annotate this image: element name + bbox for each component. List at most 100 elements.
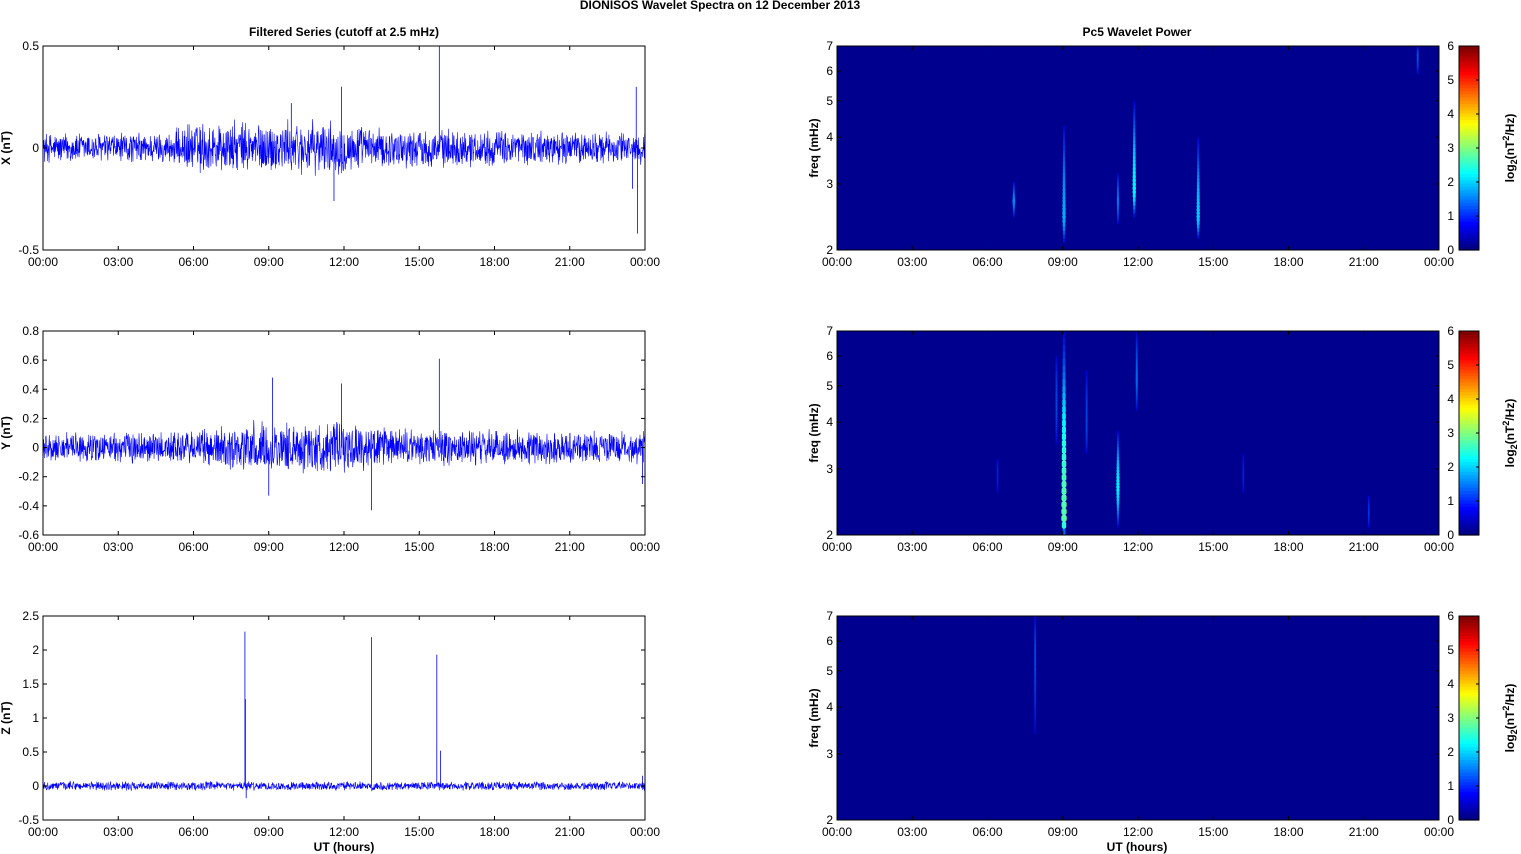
wavelet-xtick-label: 00:00 <box>822 255 852 269</box>
wavelet-power-cell <box>1116 186 1119 190</box>
colorbar-segment <box>1459 663 1479 668</box>
series-xtick-label: 00:00 <box>630 825 660 839</box>
colorbar-segment <box>1459 503 1479 507</box>
wavelet-power-cell <box>1196 180 1200 185</box>
wavelet-power-cell <box>1116 220 1119 223</box>
wavelet-power-cell <box>1196 197 1200 202</box>
wavelet-power-cell <box>1135 375 1138 380</box>
series-ytick-label: 0.5 <box>22 745 39 759</box>
colorbar-label-part: 2 <box>1509 159 1519 164</box>
colorbar-segment <box>1459 369 1479 374</box>
colorbar-segment <box>1459 445 1479 450</box>
wavelet-power-cell <box>1196 191 1200 196</box>
wavelet-power-cell <box>1062 419 1066 427</box>
wavelet-power-cell <box>1034 631 1037 637</box>
colorbar-segment <box>1459 628 1479 633</box>
colorbar-segment <box>1459 170 1479 175</box>
wavelet-power-cell <box>1135 357 1138 361</box>
wavelet-power-cell <box>1242 454 1245 457</box>
colorbar-segment <box>1459 68 1479 73</box>
colorbar-segment <box>1459 122 1479 127</box>
wavelet-power-cell <box>1242 485 1245 488</box>
wavelet-power-cell <box>1242 467 1245 470</box>
colorbar-label-part: /Hz) <box>1503 684 1517 706</box>
series-xtick-label: 15:00 <box>404 825 434 839</box>
colorbar-segment <box>1459 340 1479 345</box>
colorbar-segment <box>1459 644 1479 649</box>
wavelet-power-cell <box>1062 191 1066 196</box>
wavelet-ylabel: freq (mHz) <box>807 403 821 462</box>
wavelet-power-cell <box>1062 187 1066 193</box>
colorbar-segment <box>1459 246 1479 251</box>
colorbar-segment <box>1459 474 1479 479</box>
wavelet-power-cell <box>1062 226 1066 231</box>
wavelet-xtick-label: 15:00 <box>1198 255 1228 269</box>
colorbar-segment <box>1459 179 1479 184</box>
wavelet-power-cell <box>1196 201 1200 206</box>
colorbar-segment <box>1459 199 1479 203</box>
wavelet-power-cell <box>1133 135 1136 141</box>
colorbar-tick-label: 1 <box>1447 494 1454 508</box>
wavelet-power-cell <box>1116 494 1120 499</box>
colorbar-segment <box>1459 484 1479 488</box>
wavelet-power-cell <box>1062 358 1066 366</box>
wavelet-power-cell <box>1135 407 1138 411</box>
wavelet-xtick-label: 18:00 <box>1273 825 1303 839</box>
wavelet-power-cell <box>1062 365 1066 373</box>
wavelet-power-cell <box>1062 222 1066 228</box>
colorbar-segment <box>1459 375 1479 380</box>
wavelet-power-cell <box>1061 521 1067 529</box>
wavelet-power-cell <box>1062 371 1066 380</box>
wavelet-power-cell <box>1132 158 1136 164</box>
wavelet-ytick-label: 6 <box>826 64 833 78</box>
series-xtick-label: 03:00 <box>103 540 133 554</box>
colorbar-segment <box>1459 622 1479 627</box>
wavelet-power-cell <box>1116 491 1120 496</box>
wavelet-power-cell <box>1135 352 1138 356</box>
colorbar-segment <box>1459 740 1479 745</box>
wavelet-power-cell <box>1116 481 1120 486</box>
series-panel-y: -0.6 -0.4 -0.2 0 0.2 0.4 0.6 0.8 00:00 03:00 06:00… <box>0 324 660 554</box>
series-xtick-label: 15:00 <box>404 540 434 554</box>
series-xtick-label: 03:00 <box>103 825 133 839</box>
colorbar-segment <box>1459 477 1479 482</box>
series-xtick-label: 09:00 <box>254 540 284 554</box>
colorbar-segment <box>1459 243 1479 248</box>
colorbar-segment <box>1459 382 1479 386</box>
wavelet-power-cell <box>1062 156 1066 161</box>
wavelet-power-cell <box>1034 682 1037 688</box>
colorbar-segment <box>1459 528 1479 533</box>
wavelet-power-cell <box>1116 208 1119 211</box>
wavelet-power-cell <box>1132 147 1136 152</box>
colorbar-segment <box>1459 132 1479 136</box>
series-xtick-label: 12:00 <box>329 540 359 554</box>
colorbar-segment <box>1459 125 1479 130</box>
series-xtick-label: 09:00 <box>254 825 284 839</box>
colorbar-segment <box>1459 97 1479 101</box>
colorbar-segment <box>1459 144 1479 149</box>
wavelet-power-cell <box>1055 397 1058 401</box>
wavelet-power-cell <box>1085 436 1088 441</box>
series-xtick-label: 21:00 <box>555 825 585 839</box>
wavelet-power-cell <box>1196 224 1200 229</box>
colorbar-label: log2(nT2/Hz) <box>1501 114 1519 183</box>
wavelet-power-cell <box>1055 438 1058 442</box>
wavelet-power-cell <box>1196 211 1200 216</box>
colorbar-segment <box>1459 87 1479 92</box>
wavelet-power-cell <box>1061 433 1067 441</box>
colorbar-segment <box>1459 660 1479 665</box>
wavelet-power-cell <box>1132 193 1136 199</box>
wavelet-background <box>837 331 1439 535</box>
wavelet-power-cell <box>1196 207 1200 212</box>
colorbar-tick-label: 6 <box>1447 324 1454 338</box>
wavelet-power-cell <box>1062 426 1066 434</box>
colorbar-segment <box>1459 522 1479 527</box>
wavelet-power-cell <box>1085 434 1088 438</box>
colorbar-segment <box>1459 433 1479 437</box>
colorbar-segment <box>1459 385 1479 389</box>
colorbar-tick-label: 2 <box>1447 175 1454 189</box>
series-ytick-label: 0.8 <box>22 324 39 338</box>
series-ytick-label: 0 <box>32 141 39 155</box>
colorbar-segment <box>1459 816 1479 821</box>
